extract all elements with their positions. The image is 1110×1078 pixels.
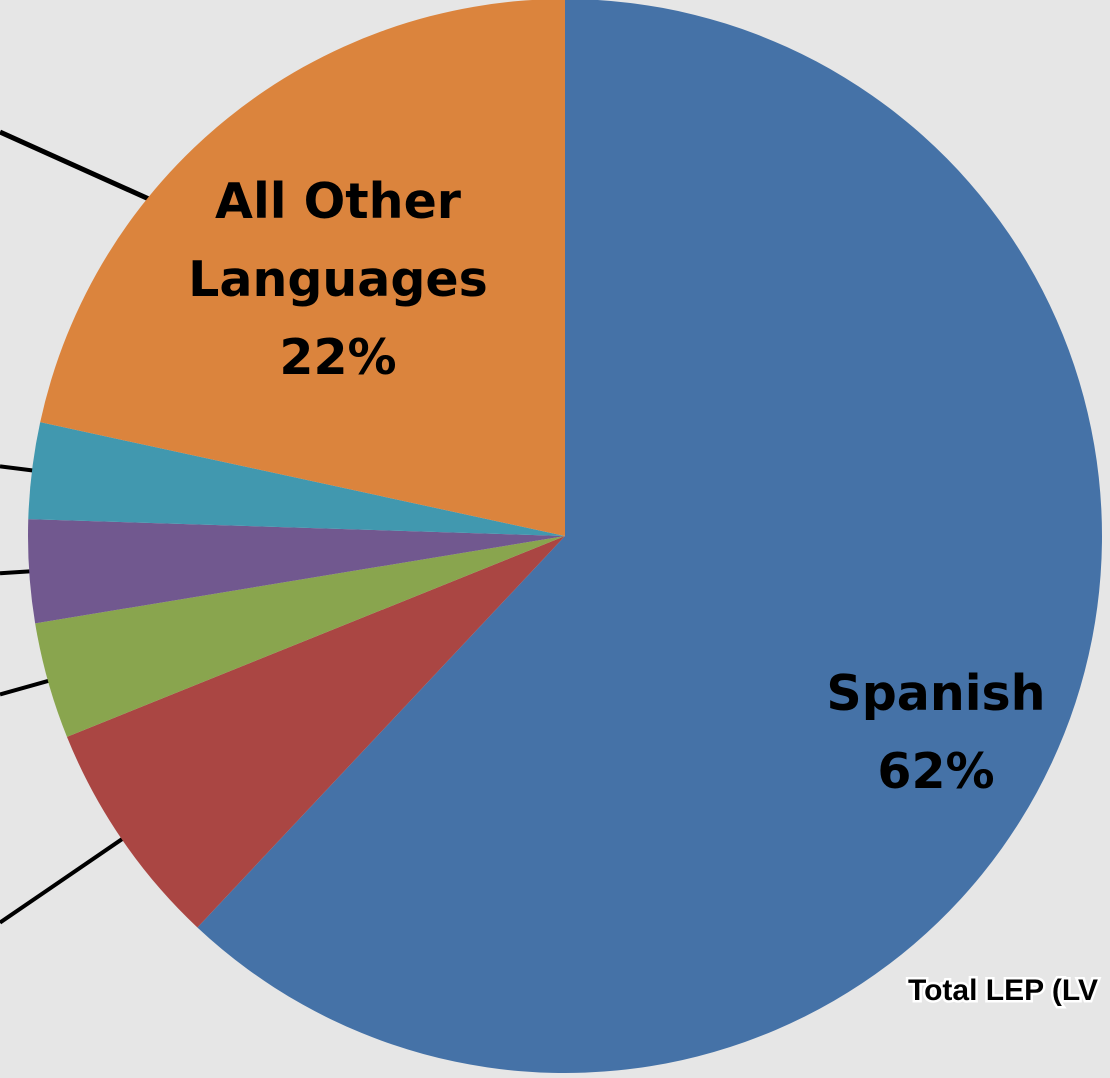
pie-slice-0 [197,0,1102,1073]
pie-slice-4 [28,422,565,536]
slice-value-all-other: 22% [279,329,396,386]
pie-slices [27,0,1102,1073]
pie-slice-2 [35,536,565,737]
leader-line-all-other [0,129,154,203]
leader-line-1 [0,833,130,925]
pie-slice-1 [66,536,566,928]
pie-slice-3 [27,519,565,624]
footnote-total-lep: Total LEP (LV [908,974,1098,1007]
slice-label-all-other-line2: Languages [188,251,488,308]
leader-line-2 [0,676,57,697]
pie-slice-5 [40,0,565,536]
slice-value-spanish: 62% [877,743,994,800]
slice-label-all-other-line1: All Other [215,173,462,230]
slice-label-spanish: Spanish [826,665,1045,722]
